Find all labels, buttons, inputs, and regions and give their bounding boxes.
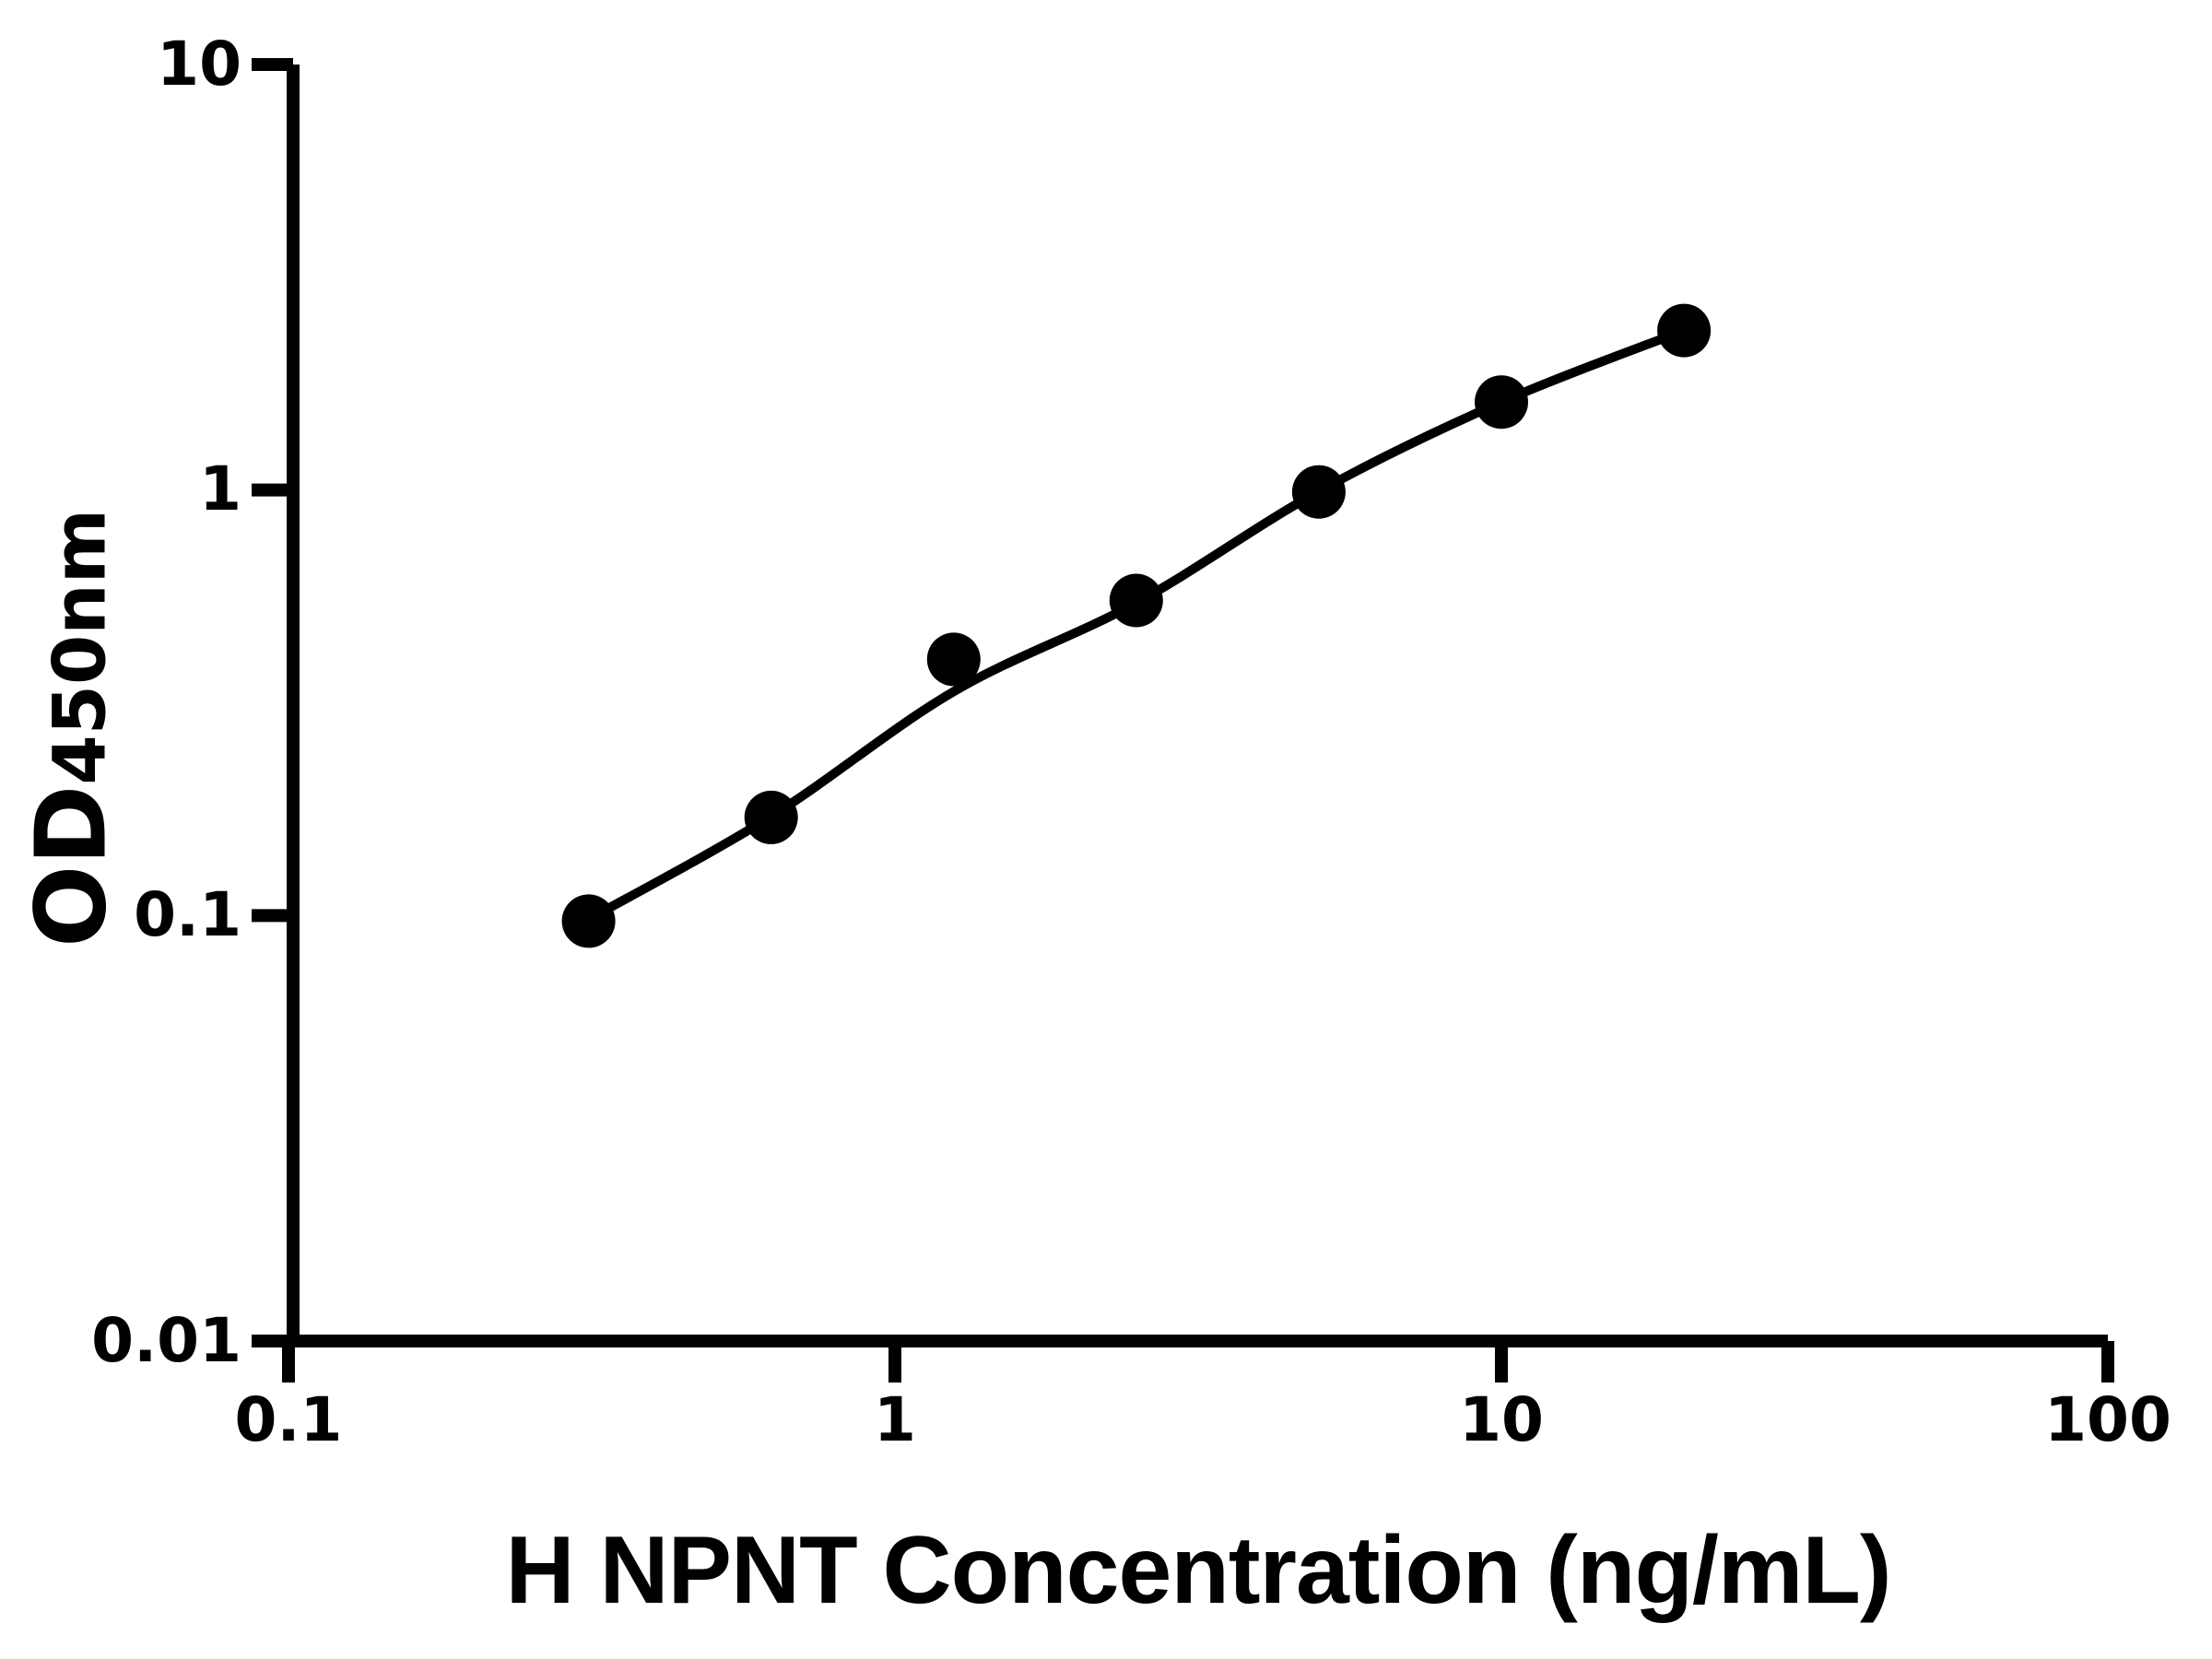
y-axis-title-main: OD — [15, 784, 128, 948]
x-tick-label-2: 10 — [1459, 1384, 1544, 1455]
x-tick-label-1: 1 — [874, 1384, 916, 1455]
y-tick-label-3: 0.01 — [91, 1305, 241, 1376]
y-axis-title: OD450nm — [16, 508, 128, 947]
x-tick-label-3: 100 — [2044, 1384, 2171, 1455]
data-point-marker-5 — [1475, 375, 1528, 429]
data-point-marker-2 — [926, 632, 981, 687]
x-tick-label-0: 0.1 — [234, 1384, 343, 1455]
y-axis-title-sub: 450nm — [39, 508, 123, 785]
data-point-marker-6 — [1657, 303, 1712, 358]
y-tick-label-0: 10 — [157, 29, 241, 100]
y-tick-label-1: 1 — [199, 453, 241, 524]
x-axis-title: H NPNT Concentration (ng/mL) — [505, 1517, 1891, 1624]
axis-spines — [287, 65, 2108, 1347]
data-point-marker-4 — [1291, 465, 1346, 519]
data-point-marker-3 — [1109, 573, 1163, 628]
y-tick-label-2: 0.1 — [134, 879, 241, 950]
data-point-marker-0 — [561, 894, 616, 948]
data-point-marker-1 — [744, 790, 798, 844]
